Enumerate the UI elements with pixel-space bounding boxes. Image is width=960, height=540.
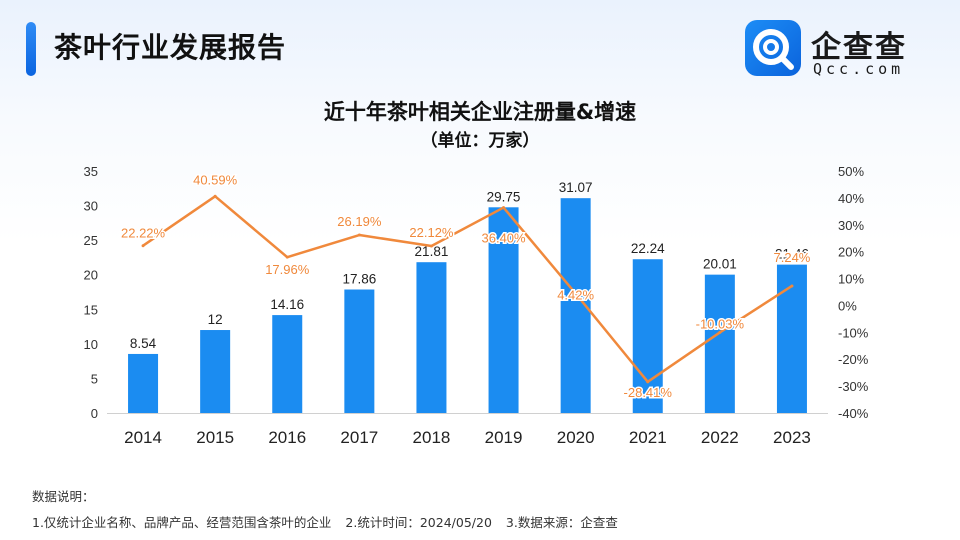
x-tick-label: 2019 (485, 428, 523, 447)
x-tick-label: 2021 (629, 428, 667, 447)
bar-data-label: 21.81 (415, 244, 449, 259)
x-tick-label: 2017 (340, 428, 378, 447)
line-point (502, 206, 506, 210)
growth-data-label: 7.24% (774, 250, 811, 265)
x-tick-label: 2016 (268, 428, 306, 447)
bar (128, 353, 159, 413)
y-right-tick-label: 30% (838, 218, 864, 233)
bar (776, 264, 807, 413)
bar-data-label: 29.75 (487, 189, 521, 204)
line-point (646, 380, 650, 384)
y-right-tick-label: 20% (838, 245, 864, 260)
bar (704, 274, 735, 413)
x-tick-label: 2023 (773, 428, 811, 447)
growth-data-label: 40.59% (193, 172, 238, 187)
page-title: 茶叶行业发展报告 (54, 31, 287, 64)
y-left-tick-label: 20 (84, 268, 98, 283)
footer-note-2: 2.统计时间：2024/05/20 (345, 515, 492, 530)
y-left-tick-label: 25 (84, 233, 98, 248)
x-tick-label: 2018 (413, 428, 451, 447)
bar (200, 330, 231, 413)
growth-data-label: 36.40% (482, 231, 527, 246)
bar-data-label: 20.01 (703, 257, 737, 272)
bar-data-label: 17.86 (342, 272, 376, 287)
y-left-tick-label: 0 (91, 406, 98, 421)
bar-series (128, 198, 807, 413)
y-right-tick-label: -30% (838, 379, 869, 394)
y-right-tick-label: -20% (838, 352, 869, 367)
x-tick-label: 2022 (701, 428, 739, 447)
growth-data-label: 4.42% (557, 288, 594, 303)
growth-data-label: 17.96% (265, 262, 310, 277)
line-point (574, 292, 578, 296)
growth-data-label: 26.19% (337, 214, 382, 229)
bar-data-label: 21.46 (775, 247, 809, 262)
bar-data-label: 31.07 (559, 180, 593, 195)
bar-data-label: 8.54 (130, 336, 157, 351)
qcc-logo[interactable]: 企查查 Qcc.com (745, 20, 935, 80)
y-right-tick-label: -10% (838, 325, 869, 340)
chart-title: 近十年茶叶相关企业注册量&增速 (323, 100, 637, 124)
growth-line-series (141, 194, 794, 384)
line-point (790, 284, 794, 288)
y-right-tick-label: 10% (838, 272, 864, 287)
line-point (285, 255, 289, 259)
bar-data-label: 12 (208, 312, 223, 327)
data-labels: 8.54 12 14.16 17.86 21.81 29.75 31.07 22.24 20.0… (120, 171, 813, 402)
y-right-tick-label: 40% (838, 191, 864, 206)
line-point (213, 194, 217, 198)
x-tick-label: 2014 (124, 428, 162, 447)
line-point (429, 244, 433, 248)
growth-data-label: 22.12% (409, 225, 454, 240)
bar-data-label: 14.16 (270, 297, 304, 312)
chart-subtitle: （单位：万家） (420, 131, 540, 151)
growth-data-label: -10.03% (696, 316, 745, 331)
line-point (141, 244, 145, 248)
header-accent-bar (26, 22, 36, 76)
line-point (357, 233, 361, 237)
footer-notes: 1.仅统计企业名称、品牌产品、经营范围含茶叶的企业 2.统计时间：2024/05… (32, 512, 628, 531)
y-left-tick-label: 30 (84, 199, 98, 214)
bar (272, 315, 303, 413)
x-tick-label: 2020 (557, 428, 595, 447)
logo-name: 企查查 (811, 30, 907, 65)
y-left-tick-label: 15 (84, 302, 98, 317)
bar (488, 207, 519, 413)
bar-data-label: 22.24 (631, 241, 665, 256)
y-left-tick-label: 35 (84, 164, 98, 179)
footer-note-3: 3.数据来源：企查查 (505, 515, 618, 530)
y-left-tick-label: 5 (91, 371, 98, 386)
line-point (718, 330, 722, 334)
magnifier-q-icon (745, 20, 801, 76)
chart-axes: 0 5 10 15 20 25 30 35 -40% -30% -20% -10% 0% 10% 20% 30… (84, 164, 869, 447)
bar (416, 262, 447, 413)
y-left-tick-label: 10 (84, 337, 98, 352)
footer-note-1: 1.仅统计企业名称、品牌产品、经营范围含茶叶的企业 (32, 515, 332, 530)
bar (344, 289, 375, 413)
growth-line (142, 195, 793, 384)
y-right-tick-label: 50% (838, 164, 864, 179)
logo-domain: Qcc.com (813, 60, 905, 78)
bar (632, 259, 663, 413)
growth-data-label: -28.41% (624, 385, 673, 400)
y-right-tick-label: 0% (838, 298, 857, 313)
x-tick-label: 2015 (196, 428, 234, 447)
growth-data-label: 22.22% (121, 226, 166, 241)
footer-heading: 数据说明： (32, 489, 95, 504)
y-right-tick-label: -40% (838, 406, 869, 421)
